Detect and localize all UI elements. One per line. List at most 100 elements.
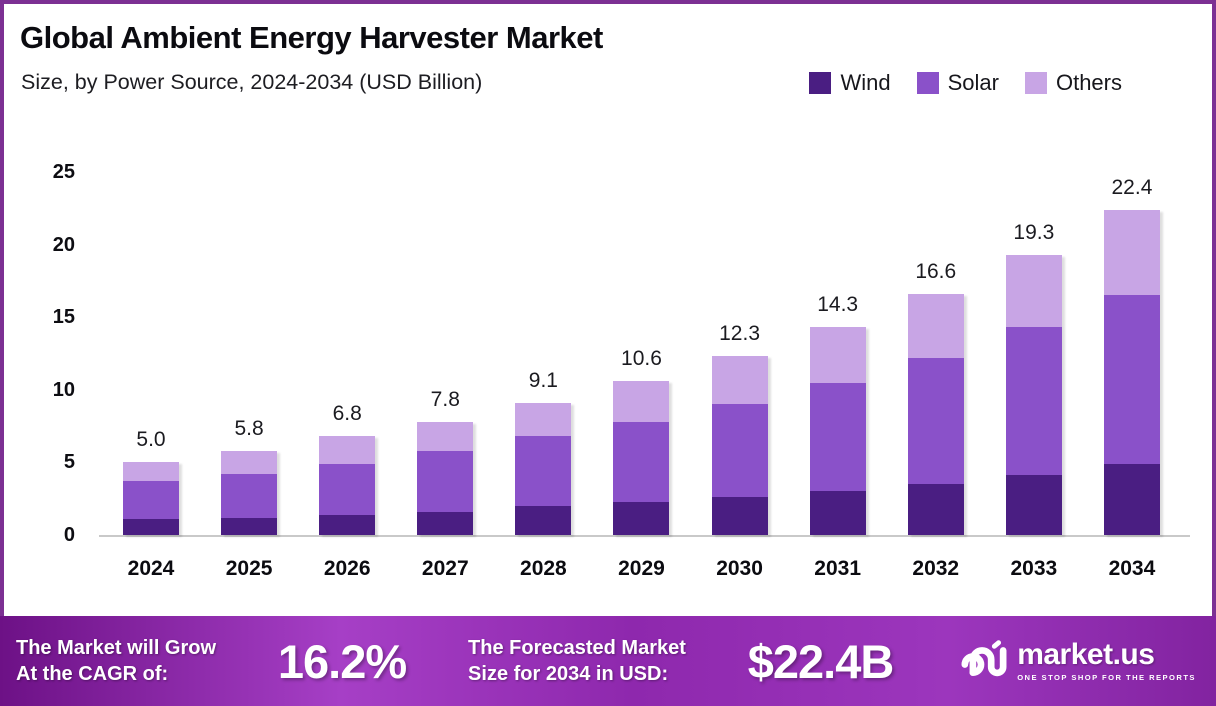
stacked-bar (711, 356, 768, 535)
banner: The Market will Grow At the CAGR of: 16.… (0, 616, 1216, 706)
bar-value-label: 5.8 (234, 416, 264, 440)
y-tick-label: 0 (63, 524, 75, 546)
solar-segment (1005, 327, 1062, 476)
brand-logo: market.us ONE STOP SHOP FOR THE REPORTS (955, 638, 1196, 684)
others-segment (711, 356, 768, 405)
bar-2027: 7.8 2027 (417, 174, 474, 580)
stacked-bar (319, 436, 376, 535)
wind-segment (711, 497, 768, 535)
plot-area: 0 5 10 15 20 25 5.0 2024 5.8 2025 6.8 2026 7.8 2027 9… (53, 161, 1190, 580)
bar-value-label: 12.3 (719, 322, 760, 346)
bar-2024: 5.0 2024 (123, 174, 179, 580)
legend-label: Wind (840, 69, 891, 95)
solar-segment (907, 357, 964, 485)
x-axis-label: 2024 (127, 557, 175, 580)
wind-segment (123, 519, 179, 535)
bar-value-label: 19.3 (1013, 220, 1055, 244)
x-axis-label: 2033 (1010, 557, 1058, 580)
bar-2025: 5.8 2025 (221, 174, 278, 580)
wind-segment (319, 514, 376, 535)
wind-segment (1005, 475, 1062, 535)
y-tick-label: 20 (52, 233, 75, 256)
wind-segment (1103, 463, 1160, 535)
stacked-bar (123, 462, 179, 535)
legend-item-others: Others (1024, 69, 1122, 96)
bar-value-label: 22.4 (1111, 175, 1153, 199)
solar-segment (711, 404, 768, 498)
bar-2030: 12.3 2030 (711, 174, 768, 580)
stacked-bar (613, 381, 670, 535)
solar-segment (417, 450, 474, 512)
solar-segment (319, 463, 376, 515)
x-axis-label: 2032 (912, 557, 960, 580)
others-segment (1005, 254, 1062, 328)
bar-value-label: 6.8 (332, 402, 362, 426)
wind-segment (221, 517, 278, 535)
others-segment (613, 381, 670, 422)
bar-columns: 5.0 2024 5.8 2025 6.8 2026 7.8 2027 9.1 2028 10.6 2… (99, 174, 1190, 580)
chart-subtitle: Size, by Power Source, 2024-2034 (USD Bi… (21, 70, 483, 95)
bar-value-label: 10.6 (621, 347, 662, 371)
solar-segment (809, 382, 866, 492)
stacked-bar (515, 402, 572, 535)
others-segment (1103, 209, 1160, 296)
forecast-value: $22.4B (747, 634, 895, 688)
cagr-label: The Market will Grow At the CAGR of: (16, 637, 217, 685)
solar-color-swatch (916, 71, 939, 94)
solar-segment (123, 481, 179, 520)
wind-segment (417, 511, 474, 535)
wind-segment (515, 505, 572, 535)
bar-2033: 19.3 2033 (1005, 174, 1062, 580)
stacked-bar (809, 327, 866, 535)
wind-segment (613, 501, 670, 535)
bar-value-label: 14.3 (817, 293, 859, 317)
others-segment (319, 436, 376, 464)
wind-color-swatch (809, 71, 832, 94)
solar-segment (1103, 295, 1160, 464)
header: Global Ambient Energy Harvester Market S… (4, 4, 1212, 96)
x-axis-label: 2030 (716, 557, 763, 580)
x-axis-label: 2026 (323, 557, 371, 580)
stacked-bar (907, 294, 964, 535)
bar-2026: 6.8 2026 (319, 174, 376, 580)
bar-2031: 14.3 2031 (809, 174, 866, 580)
x-axis-label: 2025 (225, 557, 273, 580)
y-tick-label: 15 (52, 306, 75, 329)
chart-title: Global Ambient Energy Harvester Market (20, 20, 603, 55)
stacked-bar (1005, 254, 1062, 535)
solar-segment (613, 421, 670, 502)
others-segment (809, 327, 866, 383)
legend-label: Solar (947, 69, 999, 95)
legend-item-solar: Solar (916, 69, 999, 96)
x-axis-label: 2028 (520, 557, 567, 580)
brand-tagline: ONE STOP SHOP FOR THE REPORTS (1017, 673, 1196, 682)
x-axis-label: 2031 (814, 557, 862, 580)
wind-segment (907, 484, 964, 535)
legend-item-wind: Wind (809, 69, 891, 96)
bar-2032: 16.6 2032 (907, 174, 964, 580)
legend-label: Others (1055, 69, 1122, 95)
y-tick-label: 10 (52, 378, 75, 401)
y-tick-label: 5 (63, 451, 75, 474)
others-segment (907, 294, 964, 358)
bar-value-label: 16.6 (915, 259, 957, 283)
legend: Wind Solar Others (809, 70, 1122, 96)
marketus-logo-icon (961, 640, 1007, 677)
forecast-label: The Forecasted Market Size for 2034 in U… (468, 637, 686, 685)
x-axis-label: 2034 (1108, 557, 1156, 580)
wind-segment (809, 491, 866, 535)
others-segment (221, 450, 278, 475)
bar-2034: 22.4 2034 (1103, 174, 1160, 580)
infographic: Global Ambient Energy Harvester Market S… (4, 4, 1212, 706)
stacked-bar (1103, 209, 1160, 535)
solar-segment (221, 474, 278, 518)
y-tick-label: 25 (52, 161, 75, 183)
bar-2029: 10.6 2029 (613, 174, 670, 580)
stacked-bar (221, 450, 278, 535)
stacked-bar (417, 421, 474, 535)
bar-2028: 9.1 2028 (515, 174, 572, 580)
bar-value-label: 7.8 (430, 387, 460, 411)
bar-value-label: 9.1 (528, 368, 558, 392)
others-segment (417, 421, 474, 451)
x-axis-label: 2029 (618, 557, 665, 580)
